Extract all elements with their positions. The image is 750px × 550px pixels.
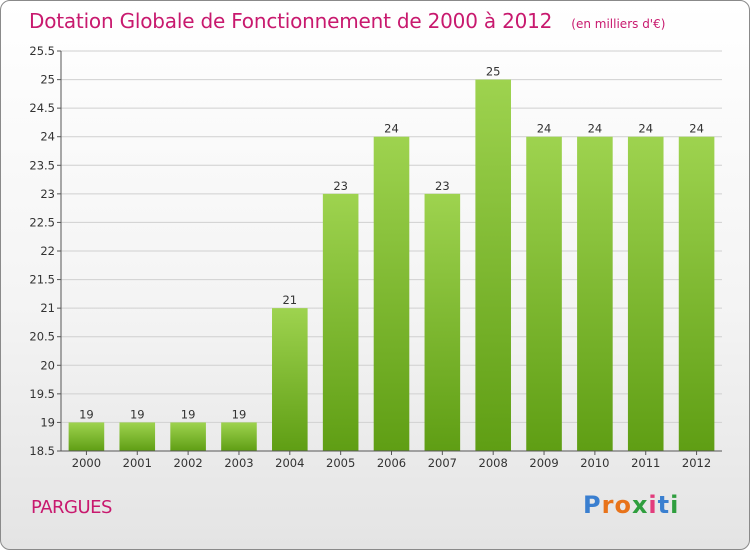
x-tick-label-2006: 2006 [377,456,406,470]
data-label-2001: 19 [130,407,145,421]
bar-2003 [221,422,257,451]
x-tick-label-2007: 2007 [428,456,457,470]
logo-letter: x [631,491,649,519]
x-tick-label-2010: 2010 [580,456,609,470]
x-tick-label-2011: 2011 [631,456,660,470]
x-tick-label-2001: 2001 [123,456,152,470]
y-tick-label: 24.5 [29,101,55,115]
data-label-2006: 24 [384,122,399,136]
data-label-2009: 24 [537,122,552,136]
x-tick-label-2008: 2008 [479,456,508,470]
proxiti-logo: Proxiti [583,491,679,519]
data-label-2010: 24 [588,122,603,136]
y-tick-label: 25.5 [29,44,55,58]
data-label-2007: 23 [435,179,450,193]
y-tick-label: 20 [40,358,55,372]
x-tick-label-2000: 2000 [72,456,101,470]
bar-2009 [526,136,562,451]
bar-2005 [322,193,359,451]
bar-2000 [68,422,105,451]
logo-letter: r [601,491,615,519]
bar-2001 [119,422,156,451]
y-tick-label: 22 [40,244,55,258]
x-tick-label-2005: 2005 [326,456,355,470]
x-tick-label-2002: 2002 [173,456,202,470]
unit-note: (en milliers d'€) [571,17,666,31]
y-tick-label: 24 [40,130,55,144]
chart-title: Dotation Globale de Fonctionnement de 20… [29,9,553,33]
y-tick-label: 22.5 [29,215,55,229]
x-tick-label-2004: 2004 [275,456,304,470]
data-label-2012: 24 [689,122,704,136]
x-tick-label-2003: 2003 [224,456,253,470]
y-tick-label: 25 [40,73,55,87]
y-tick-label: 23.5 [29,158,55,172]
data-label-2002: 19 [181,407,196,421]
y-tick-label: 21 [40,301,55,315]
logo-letter: P [583,491,602,519]
y-tick-label: 19.5 [29,387,55,401]
data-label-2005: 23 [333,179,348,193]
y-tick-label: 19 [40,415,55,429]
data-label-2004: 21 [282,293,297,307]
data-label-2000: 19 [79,407,94,421]
y-tick-label: 23 [40,187,55,201]
data-label-2008: 25 [486,65,501,79]
bar-2007 [424,193,461,451]
data-label-2003: 19 [232,407,247,421]
chart-title-block: Dotation Globale de Fonctionnement de 20… [29,9,665,33]
bar-2010 [577,136,613,451]
logo-letter: t [657,491,671,519]
bar-2002 [170,422,206,451]
y-tick-label: 20.5 [29,330,55,344]
y-tick-label: 18.5 [29,444,55,458]
y-tick-label: 21.5 [29,273,55,287]
logo-letter: i [670,491,680,519]
bar-2011 [627,136,664,451]
data-label-2011: 24 [638,122,653,136]
place-name: PARGUES [31,497,112,518]
bar-2012 [678,136,715,451]
bar-2006 [373,136,410,451]
logo-letter: o [614,491,632,519]
x-tick-label-2009: 2009 [529,456,558,470]
bar-2004 [272,308,308,451]
logo-letter: i [648,491,658,519]
bar-2008 [475,79,511,452]
x-tick-label-2012: 2012 [682,456,711,470]
